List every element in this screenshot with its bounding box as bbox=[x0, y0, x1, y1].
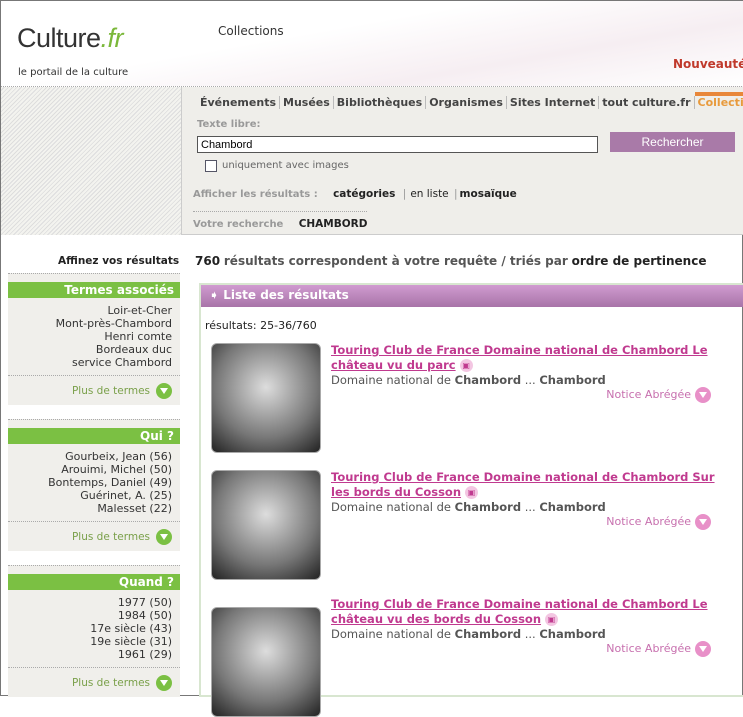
display-options: Afficher les résultats : catégories | en … bbox=[193, 188, 517, 200]
result-thumbnail[interactable] bbox=[211, 470, 321, 580]
search-panel bbox=[181, 87, 743, 235]
more-terms-button[interactable]: Plus de termes bbox=[8, 375, 180, 399]
refine-sidebar: Termes associés Loir-et-Cher Mont-près-C… bbox=[8, 265, 180, 697]
nav-tabs: Événements Musées Bibliothèques Organismes S… bbox=[197, 92, 743, 109]
decorative-panel bbox=[1, 87, 181, 235]
chevron-down-icon bbox=[156, 675, 172, 691]
result-title-link[interactable]: Touring Club de France Domaine national … bbox=[331, 470, 715, 499]
facet-item[interactable]: 19e siècle (31) bbox=[90, 635, 172, 648]
chevron-down-icon bbox=[695, 514, 711, 530]
your-search: Votre recherche CHAMBORD bbox=[193, 218, 368, 230]
display-list[interactable]: en liste bbox=[410, 188, 449, 200]
facet-who: Qui ? Gourbeix, Jean (56) Arouimi, Miche… bbox=[8, 419, 180, 551]
chevron-down-icon bbox=[156, 529, 172, 545]
search-input[interactable] bbox=[197, 136, 598, 153]
result-thumbnail[interactable] bbox=[211, 607, 321, 717]
facet-item[interactable]: Gourbeix, Jean (56) bbox=[65, 450, 172, 463]
result-description: Domaine national de Chambord ... Chambor… bbox=[331, 500, 606, 514]
tab-musees[interactable]: Musées bbox=[280, 96, 334, 109]
tab-tout-culture[interactable]: tout culture.fr bbox=[599, 96, 695, 109]
refine-title: Affinez vos résultats bbox=[58, 255, 180, 267]
tab-evenements[interactable]: Événements bbox=[197, 96, 280, 109]
facet-item[interactable]: Loir-et-Cher bbox=[107, 304, 172, 317]
notice-toggle[interactable]: Notice Abrégée bbox=[606, 514, 711, 530]
chevron-down-icon bbox=[695, 387, 711, 403]
more-terms-button[interactable]: Plus de termes bbox=[8, 667, 180, 691]
new-window-icon[interactable]: ▣ bbox=[459, 359, 473, 372]
results-range: résultats: 25-36/760 bbox=[205, 319, 317, 332]
notice-toggle[interactable]: Notice Abrégée bbox=[606, 641, 711, 657]
facet-item[interactable]: Malesset (22) bbox=[97, 502, 172, 515]
facet-item[interactable]: 1984 (50) bbox=[117, 609, 172, 622]
notice-toggle[interactable]: Notice Abrégée bbox=[606, 387, 711, 403]
tab-organismes[interactable]: Organismes bbox=[426, 96, 507, 109]
facet-item[interactable]: Mont-près-Chambord bbox=[55, 317, 172, 330]
logo[interactable]: Culture.fr bbox=[17, 23, 124, 53]
new-window-icon[interactable]: ▣ bbox=[545, 613, 559, 626]
chevron-down-icon bbox=[156, 383, 172, 399]
facet-item[interactable]: Guérinet, A. (25) bbox=[80, 489, 172, 502]
facet-when: Quand ? 1977 (50) 1984 (50) 17e siècle (… bbox=[8, 565, 180, 697]
new-window-icon[interactable]: ▣ bbox=[465, 486, 479, 499]
search-label: Texte libre: bbox=[197, 119, 261, 130]
facet-item[interactable]: Arouimi, Michel (50) bbox=[61, 463, 172, 476]
facet-item[interactable]: Bordeaux duc bbox=[95, 343, 172, 356]
divider bbox=[193, 211, 367, 212]
result-description: Domaine national de Chambord ... Chambor… bbox=[331, 627, 606, 641]
facet-item[interactable]: Henri comte bbox=[104, 330, 172, 343]
facet-item[interactable]: 1961 (29) bbox=[117, 648, 172, 661]
facet-related-terms: Termes associés Loir-et-Cher Mont-près-C… bbox=[8, 273, 180, 405]
result-title-link[interactable]: Touring Club de France Domaine national … bbox=[331, 597, 708, 626]
chevron-down-icon bbox=[695, 641, 711, 657]
facet-item[interactable]: 1977 (50) bbox=[117, 596, 172, 609]
result-thumbnail[interactable] bbox=[211, 343, 321, 453]
facet-item[interactable]: service Chambord bbox=[71, 356, 172, 369]
display-mosaic[interactable]: mosaïque bbox=[459, 188, 517, 200]
facet-item[interactable]: 17e siècle (43) bbox=[90, 622, 172, 635]
more-terms-button[interactable]: Plus de termes bbox=[8, 521, 180, 545]
tab-collections[interactable]: Collections bbox=[694, 92, 743, 109]
site-header: Culture.fr le portail de la culture Coll… bbox=[1, 1, 743, 87]
images-only-checkbox[interactable] bbox=[205, 160, 217, 172]
checkbox-label: uniquement avec images bbox=[222, 160, 349, 171]
tab-bibliotheques[interactable]: Bibliothèques bbox=[333, 96, 427, 109]
result-title-link[interactable]: Touring Club de France Domaine national … bbox=[331, 343, 708, 372]
display-categories[interactable]: catégories bbox=[333, 188, 396, 200]
tagline: le portail de la culture bbox=[18, 67, 129, 78]
facet-item[interactable]: Bontemps, Daniel (49) bbox=[48, 476, 172, 489]
arrow-right-icon: ➧ bbox=[209, 288, 224, 302]
results-header: ➧ Liste des résultats bbox=[201, 285, 743, 307]
result-description: Domaine national de Chambord ... Chambor… bbox=[331, 373, 606, 387]
tab-sites-internet[interactable]: Sites Internet bbox=[506, 96, 600, 109]
search-button[interactable]: Rechercher bbox=[610, 132, 735, 152]
section-title: Collections bbox=[218, 24, 284, 38]
results-summary: 760 résultats correspondent à votre requ… bbox=[195, 254, 707, 268]
news-link[interactable]: Nouveautés bbox=[673, 57, 743, 71]
results-panel: ➧ Liste des résultats résultats: 25-36/7… bbox=[199, 283, 743, 717]
